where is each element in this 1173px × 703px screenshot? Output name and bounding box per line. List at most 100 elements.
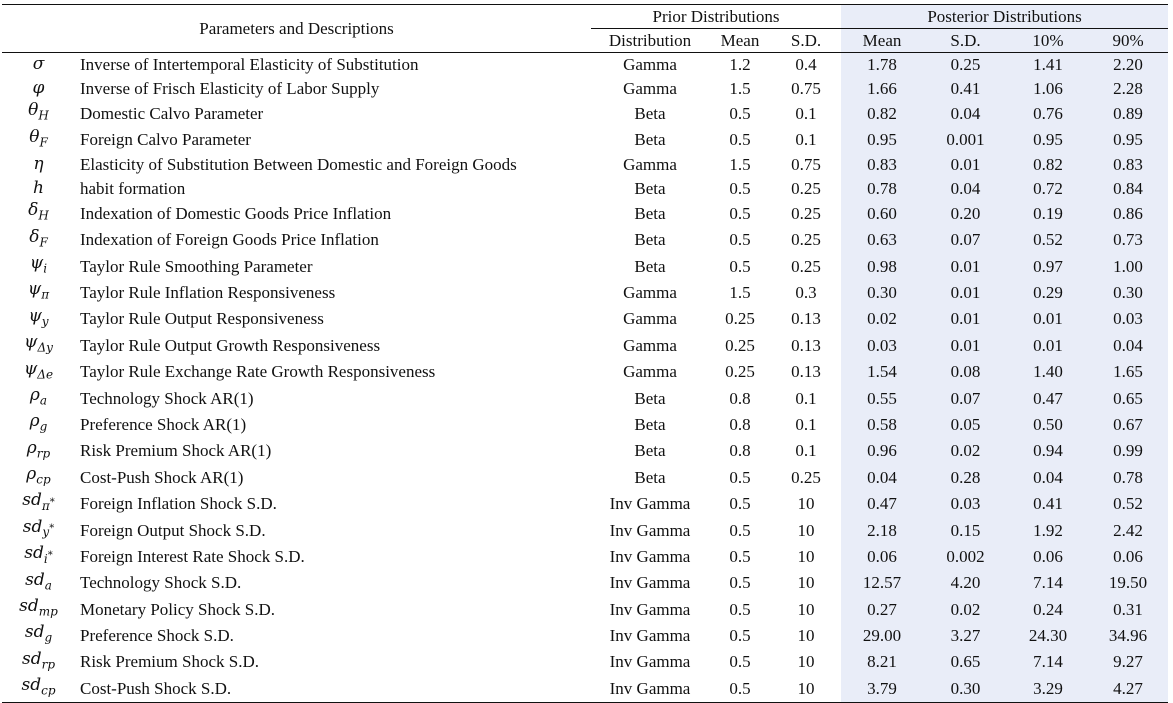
symbol-base: ρ <box>29 384 40 405</box>
posterior-p90-header: 90% <box>1088 28 1169 53</box>
symbol-superscript: * <box>47 549 53 561</box>
posterior-mean: 1.66 <box>841 76 924 101</box>
symbol-base: σ <box>32 54 45 75</box>
symbol-subscript: i <box>43 261 48 276</box>
posterior-mean: 0.04 <box>841 464 924 491</box>
posterior-sd: 0.04 <box>923 176 1009 201</box>
posterior-p10: 0.41 <box>1008 490 1089 517</box>
table-row: ρcp Cost-Push Shock AR(1) Beta 0.5 0.25 0.04 0… <box>2 464 1169 491</box>
posterior-sd: 0.41 <box>923 76 1009 101</box>
posterior-p90: 0.83 <box>1088 152 1169 177</box>
prior-mean-header: Mean <box>720 31 760 50</box>
header-row-columns: Distribution Mean S.D. Mean S.D. 10% 90% <box>2 28 1169 53</box>
parameter-description: Technology Shock S.D. <box>80 573 242 593</box>
symbol-base: ψ <box>28 305 42 326</box>
parameter-symbol: θH <box>2 100 75 126</box>
posterior-mean: 0.06 <box>841 543 924 570</box>
parameter-symbol: sdmp <box>2 596 75 622</box>
posterior-p90: 0.73 <box>1088 226 1169 253</box>
symbol-subscript: y <box>42 525 50 540</box>
prior-mean: 0.5 <box>729 178 751 198</box>
posterior-p10: 0.47 <box>1008 384 1089 412</box>
parameter-description: Preference Shock S.D. <box>80 626 234 646</box>
parameter-description: Technology Shock AR(1) <box>80 388 254 408</box>
posterior-p10: 0.76 <box>1008 100 1089 127</box>
symbol-base: θ <box>28 100 39 121</box>
parameter-symbol: ρg <box>2 411 75 437</box>
posterior-mean: 0.03 <box>841 332 924 359</box>
symbol-base: ψ <box>27 279 42 300</box>
posterior-sd: 0.03 <box>923 490 1009 517</box>
parameter-symbol: ρrp <box>2 438 75 464</box>
symbol-base: h <box>33 177 44 198</box>
parameter-symbol: ρcp <box>2 464 75 490</box>
posterior-mean: 0.98 <box>841 252 924 280</box>
posterior-mean: 0.63 <box>841 226 924 253</box>
table-row: δH Indexation of Domestic Goods Price Inf… <box>2 200 1169 227</box>
prior-distribution: Inv Gamma <box>609 546 691 566</box>
prior-mean: 0.5 <box>729 494 751 514</box>
parameter-description: Taylor Rule Output Responsiveness <box>80 309 324 329</box>
parameter-symbol: ψy <box>2 306 75 332</box>
posterior-p90: 0.65 <box>1088 384 1169 412</box>
prior-mean: 1.2 <box>729 55 751 75</box>
table-row: ρg Preference Shock AR(1) Beta 0.8 0.1 0.58 0.… <box>2 411 1169 438</box>
parameter-description: Foreign Inflation Shock S.D. <box>80 494 277 514</box>
posterior-p90: 0.99 <box>1088 437 1169 465</box>
parameter-symbol: ψΔy <box>2 332 75 358</box>
posterior-p90: 0.67 <box>1088 411 1169 438</box>
prior-mean: 0.25 <box>725 309 755 329</box>
table-row: ψy Taylor Rule Output Responsiveness Gamma… <box>2 305 1169 333</box>
parameter-description: Cost-Push Shock S.D. <box>80 678 232 698</box>
symbol-base: ψ <box>24 332 38 353</box>
parameter-description: Risk Premium Shock AR(1) <box>80 441 272 461</box>
posterior-mean: 2.18 <box>841 516 924 544</box>
prior-distribution: Beta <box>634 467 666 487</box>
posterior-mean: 0.47 <box>841 490 924 517</box>
symbol-base: ρ <box>26 464 37 485</box>
posterior-p10: 0.52 <box>1008 226 1089 253</box>
prior-mean: 0.5 <box>729 546 751 566</box>
parameter-description: Elasticity of Substitution Between Domes… <box>80 155 517 175</box>
table-row: ψΔe Taylor Rule Exchange Rate Growth Resp… <box>2 358 1169 385</box>
posterior-p10: 1.41 <box>1008 52 1089 77</box>
prior-distribution: Gamma <box>623 155 677 175</box>
parameter-description: Indexation of Domestic Goods Price Infla… <box>80 203 392 223</box>
prior-mean: 0.5 <box>729 573 751 593</box>
posterior-sd: 0.02 <box>923 596 1009 623</box>
posterior-p90: 0.06 <box>1088 543 1169 570</box>
posterior-p10: 0.06 <box>1008 543 1089 570</box>
prior-sd: 10 <box>797 573 815 593</box>
prior-sd: 0.25 <box>791 230 821 250</box>
symbol-base: φ <box>32 77 45 98</box>
symbol-base: sd <box>25 569 45 590</box>
parameter-table: Parameters and Descriptions Prior Distri… <box>2 4 1169 703</box>
posterior-mean: 0.27 <box>841 596 924 623</box>
symbol-base: sd <box>19 596 39 617</box>
symbol-subscript: rp <box>41 657 56 672</box>
prior-distribution: Beta <box>634 230 666 250</box>
parameter-description: Inverse of Frisch Elasticity of Labor Su… <box>80 78 380 98</box>
posterior-sd: 0.15 <box>923 516 1009 544</box>
prior-sd: 0.1 <box>795 103 817 123</box>
posterior-mean: 0.55 <box>841 384 924 412</box>
prior-mean: 0.5 <box>729 626 751 646</box>
table-row: ρa Technology Shock AR(1) Beta 0.8 0.1 0.55 0.… <box>2 384 1169 412</box>
posterior-mean: 0.30 <box>841 279 924 306</box>
posterior-sd: 0.01 <box>923 279 1009 306</box>
posterior-p90: 34.96 <box>1088 622 1169 649</box>
prior-distribution: Inv Gamma <box>609 573 691 593</box>
posterior-p90: 0.86 <box>1088 200 1169 227</box>
prior-distribution: Inv Gamma <box>609 599 691 619</box>
posterior-p90: 0.89 <box>1088 100 1169 127</box>
posterior-mean: 0.02 <box>841 305 924 333</box>
prior-mean: 0.5 <box>729 520 751 540</box>
symbol-subscript: H <box>38 108 49 123</box>
posterior-p10: 0.29 <box>1008 279 1089 306</box>
posterior-sd: 0.04 <box>923 100 1009 127</box>
symbol-subscript-group: i* <box>44 549 53 566</box>
posterior-sd: 0.002 <box>923 543 1009 570</box>
posterior-p10: 0.01 <box>1008 332 1089 359</box>
posterior-sd: 0.07 <box>923 384 1009 412</box>
posterior-sd: 0.28 <box>923 464 1009 491</box>
